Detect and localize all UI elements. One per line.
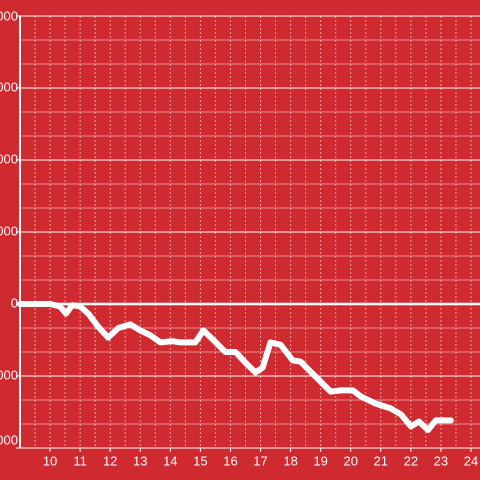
x-tick-label: 21	[374, 453, 388, 468]
y-tick-label: 9,000	[0, 79, 18, 94]
y-tick-label: 0	[11, 295, 18, 310]
y-tick-label: -3,000	[0, 367, 18, 382]
x-tick-label: 13	[133, 453, 147, 468]
x-tick-label: 17	[253, 453, 267, 468]
x-tick-label: 19	[313, 453, 327, 468]
x-tick-label: 16	[223, 453, 237, 468]
data-line	[17, 301, 454, 433]
y-tick-label: 12,000	[0, 8, 18, 23]
x-tick-label: 18	[283, 453, 297, 468]
x-tick-label: 14	[163, 453, 177, 468]
y-tick-label: 3,000	[0, 223, 18, 238]
x-tick-label: 23	[434, 453, 448, 468]
x-tick-label: 20	[343, 453, 357, 468]
x-tick-label: 24	[464, 453, 478, 468]
x-tick-label: 11	[73, 453, 87, 468]
x-tick-label: 12	[103, 453, 117, 468]
y-tick-label: -6,000	[0, 432, 18, 447]
x-tick-label: 10	[43, 453, 57, 468]
x-tick-label: 15	[193, 453, 207, 468]
y-tick-label: 6,000	[0, 151, 18, 166]
x-tick-label: 22	[404, 453, 418, 468]
